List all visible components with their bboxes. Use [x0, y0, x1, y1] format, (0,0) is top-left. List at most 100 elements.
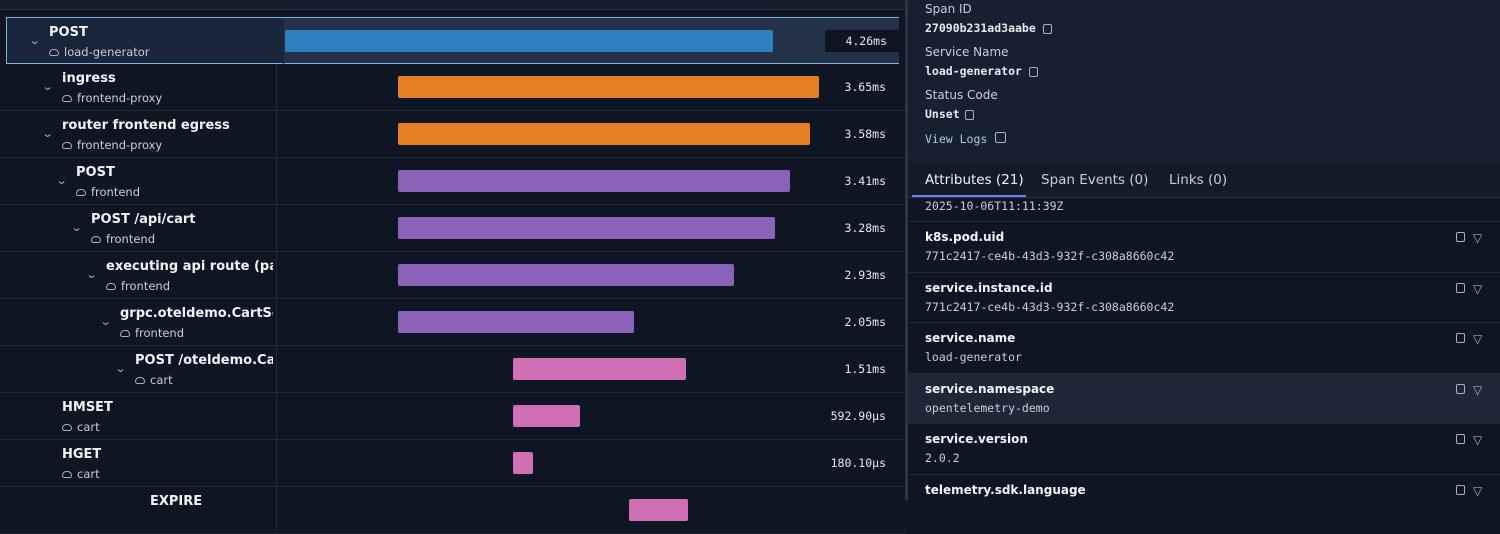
name-divider — [276, 440, 277, 486]
chevron: ⌄ — [114, 362, 127, 375]
chevron: ⌄ — [85, 268, 98, 281]
external-icon[interactable] — [995, 132, 1006, 143]
detail-label: Span ID — [925, 2, 972, 16]
attr-key: service.name — [925, 331, 1016, 346]
details-panel — [908, 0, 1500, 163]
divider — [905, 0, 908, 500]
attr-value: opentelemetry-demo — [925, 400, 1050, 415]
filter-icon[interactable]: ▽ — [1473, 332, 1483, 347]
detail-value: 27090b231ad3aabe — [925, 21, 1036, 35]
span-name: executing api route (pages — [106, 259, 273, 274]
copy-icon[interactable] — [1456, 282, 1465, 293]
span-bar — [398, 76, 819, 98]
span-row[interactable]: HGET cart 180.10µs — [0, 440, 905, 487]
detail-label: Service Name — [925, 45, 1009, 59]
span-row[interactable]: EXPIRE — [0, 487, 905, 534]
filter-icon[interactable]: ▽ — [1473, 231, 1483, 245]
span-bar — [398, 170, 790, 192]
span-name: EXPIRE — [150, 494, 203, 509]
chevron: ⌄ — [55, 174, 68, 187]
attr-key: service.instance.id — [925, 280, 1053, 295]
service-name: cart — [62, 420, 100, 434]
chevron: ⌄ — [70, 221, 83, 234]
filter-icon[interactable]: ▽ — [1473, 281, 1483, 296]
service-text: frontend — [91, 185, 141, 199]
name-divider — [276, 64, 277, 110]
filter-icon[interactable]: ▽ — [1473, 382, 1483, 397]
tab[interactable]: Links (0) — [1169, 172, 1228, 188]
span-bar — [513, 358, 686, 380]
copy-icon[interactable] — [1456, 383, 1465, 394]
tab[interactable]: Span Events (0) — [1041, 172, 1149, 188]
span-duration: 592.90µs — [830, 409, 886, 423]
chevron: ⌄ — [41, 127, 54, 140]
service-name: frontend-proxy — [62, 138, 162, 152]
cloud-icon — [62, 424, 72, 431]
chevron: ⌄ — [28, 34, 41, 47]
duration-box — [825, 30, 899, 52]
service-text: cart — [150, 373, 173, 387]
span-name: POST — [76, 165, 115, 180]
cloud-icon — [62, 95, 72, 102]
copy-icon[interactable] — [965, 110, 974, 120]
span-duration: 1.51ms — [844, 362, 886, 376]
span-bar — [398, 311, 634, 333]
cloud-icon — [106, 283, 116, 290]
attr-value: 2.0.2 — [925, 451, 960, 466]
attr-key: k8s.pod.uid — [925, 230, 1005, 244]
span-name: POST /oteldemo.CartS — [135, 353, 273, 368]
tab[interactable]: Attributes (21) — [925, 172, 1024, 188]
name-divider — [276, 346, 277, 392]
span-row[interactable]: ⌄ grpc.oteldemo.CartServi frontend 2.05ms — [0, 299, 905, 346]
span-row[interactable]: ⌄ POST load-generator 4.26ms — [6, 17, 899, 64]
span-name: grpc.oteldemo.CartServi — [120, 306, 273, 321]
span-bar — [398, 264, 734, 286]
detail-value: load-generator — [925, 64, 1022, 78]
attr-value: 771c2417-ce4b-43d3-932f-c308a8660c42 — [925, 249, 1175, 263]
service-name: frontend — [120, 326, 184, 340]
span-row[interactable]: ⌄ POST /api/cart frontend 3.28ms — [0, 205, 905, 252]
service-name: frontend — [106, 279, 170, 293]
tab-underline — [912, 195, 1026, 197]
span-bar — [398, 123, 810, 145]
span-row[interactable]: ⌄ router frontend egress frontend-proxy 3.5… — [0, 111, 905, 158]
span-duration: 3.58ms — [844, 127, 886, 141]
name-divider — [276, 393, 277, 439]
cloud-icon — [120, 330, 130, 337]
service-text: frontend — [121, 279, 171, 293]
span-duration: 2.05ms — [844, 315, 886, 329]
span-row[interactable]: ⌄ POST frontend 3.41ms — [0, 158, 905, 205]
attr-row — [908, 474, 1500, 525]
view-logs-link[interactable]: View Logs — [925, 132, 988, 146]
service-text: frontend-proxy — [77, 138, 163, 152]
span-duration: 3.41ms — [844, 174, 886, 188]
filter-icon[interactable]: ▽ — [1473, 433, 1483, 448]
service-text: frontend-proxy — [77, 91, 163, 105]
copy-icon[interactable] — [1456, 434, 1465, 445]
copy-icon[interactable] — [1043, 24, 1052, 34]
copy-icon[interactable] — [1029, 67, 1038, 77]
span-name: POST /api/cart — [91, 212, 196, 227]
copy-icon[interactable] — [1456, 485, 1465, 495]
span-row[interactable]: ⌄ executing api route (pages frontend 2.93m… — [0, 252, 905, 299]
span-bar — [629, 499, 688, 521]
span-duration: 4.26ms — [845, 34, 887, 48]
span-bar — [285, 30, 773, 52]
cloud-icon — [49, 49, 59, 56]
service-name: load-generator — [49, 45, 150, 59]
span-row[interactable]: HMSET cart 592.90µs — [0, 393, 905, 440]
detail-value: Unset — [925, 107, 960, 121]
chevron: ⌄ — [41, 80, 54, 93]
cloud-icon — [62, 471, 72, 478]
filter-icon[interactable]: ▽ — [1473, 484, 1483, 498]
span-row[interactable]: ⌄ ingress frontend-proxy 3.65ms — [0, 64, 905, 111]
span-name: POST — [49, 25, 88, 40]
cloud-icon — [91, 236, 101, 243]
copy-icon[interactable] — [1456, 333, 1465, 344]
service-text: cart — [77, 420, 100, 434]
span-row[interactable]: ⌄ POST /oteldemo.CartS cart 1.51ms — [0, 346, 905, 393]
cloud-icon — [135, 377, 145, 384]
span-name: router frontend egress — [62, 118, 230, 133]
copy-icon[interactable] — [1456, 232, 1465, 242]
